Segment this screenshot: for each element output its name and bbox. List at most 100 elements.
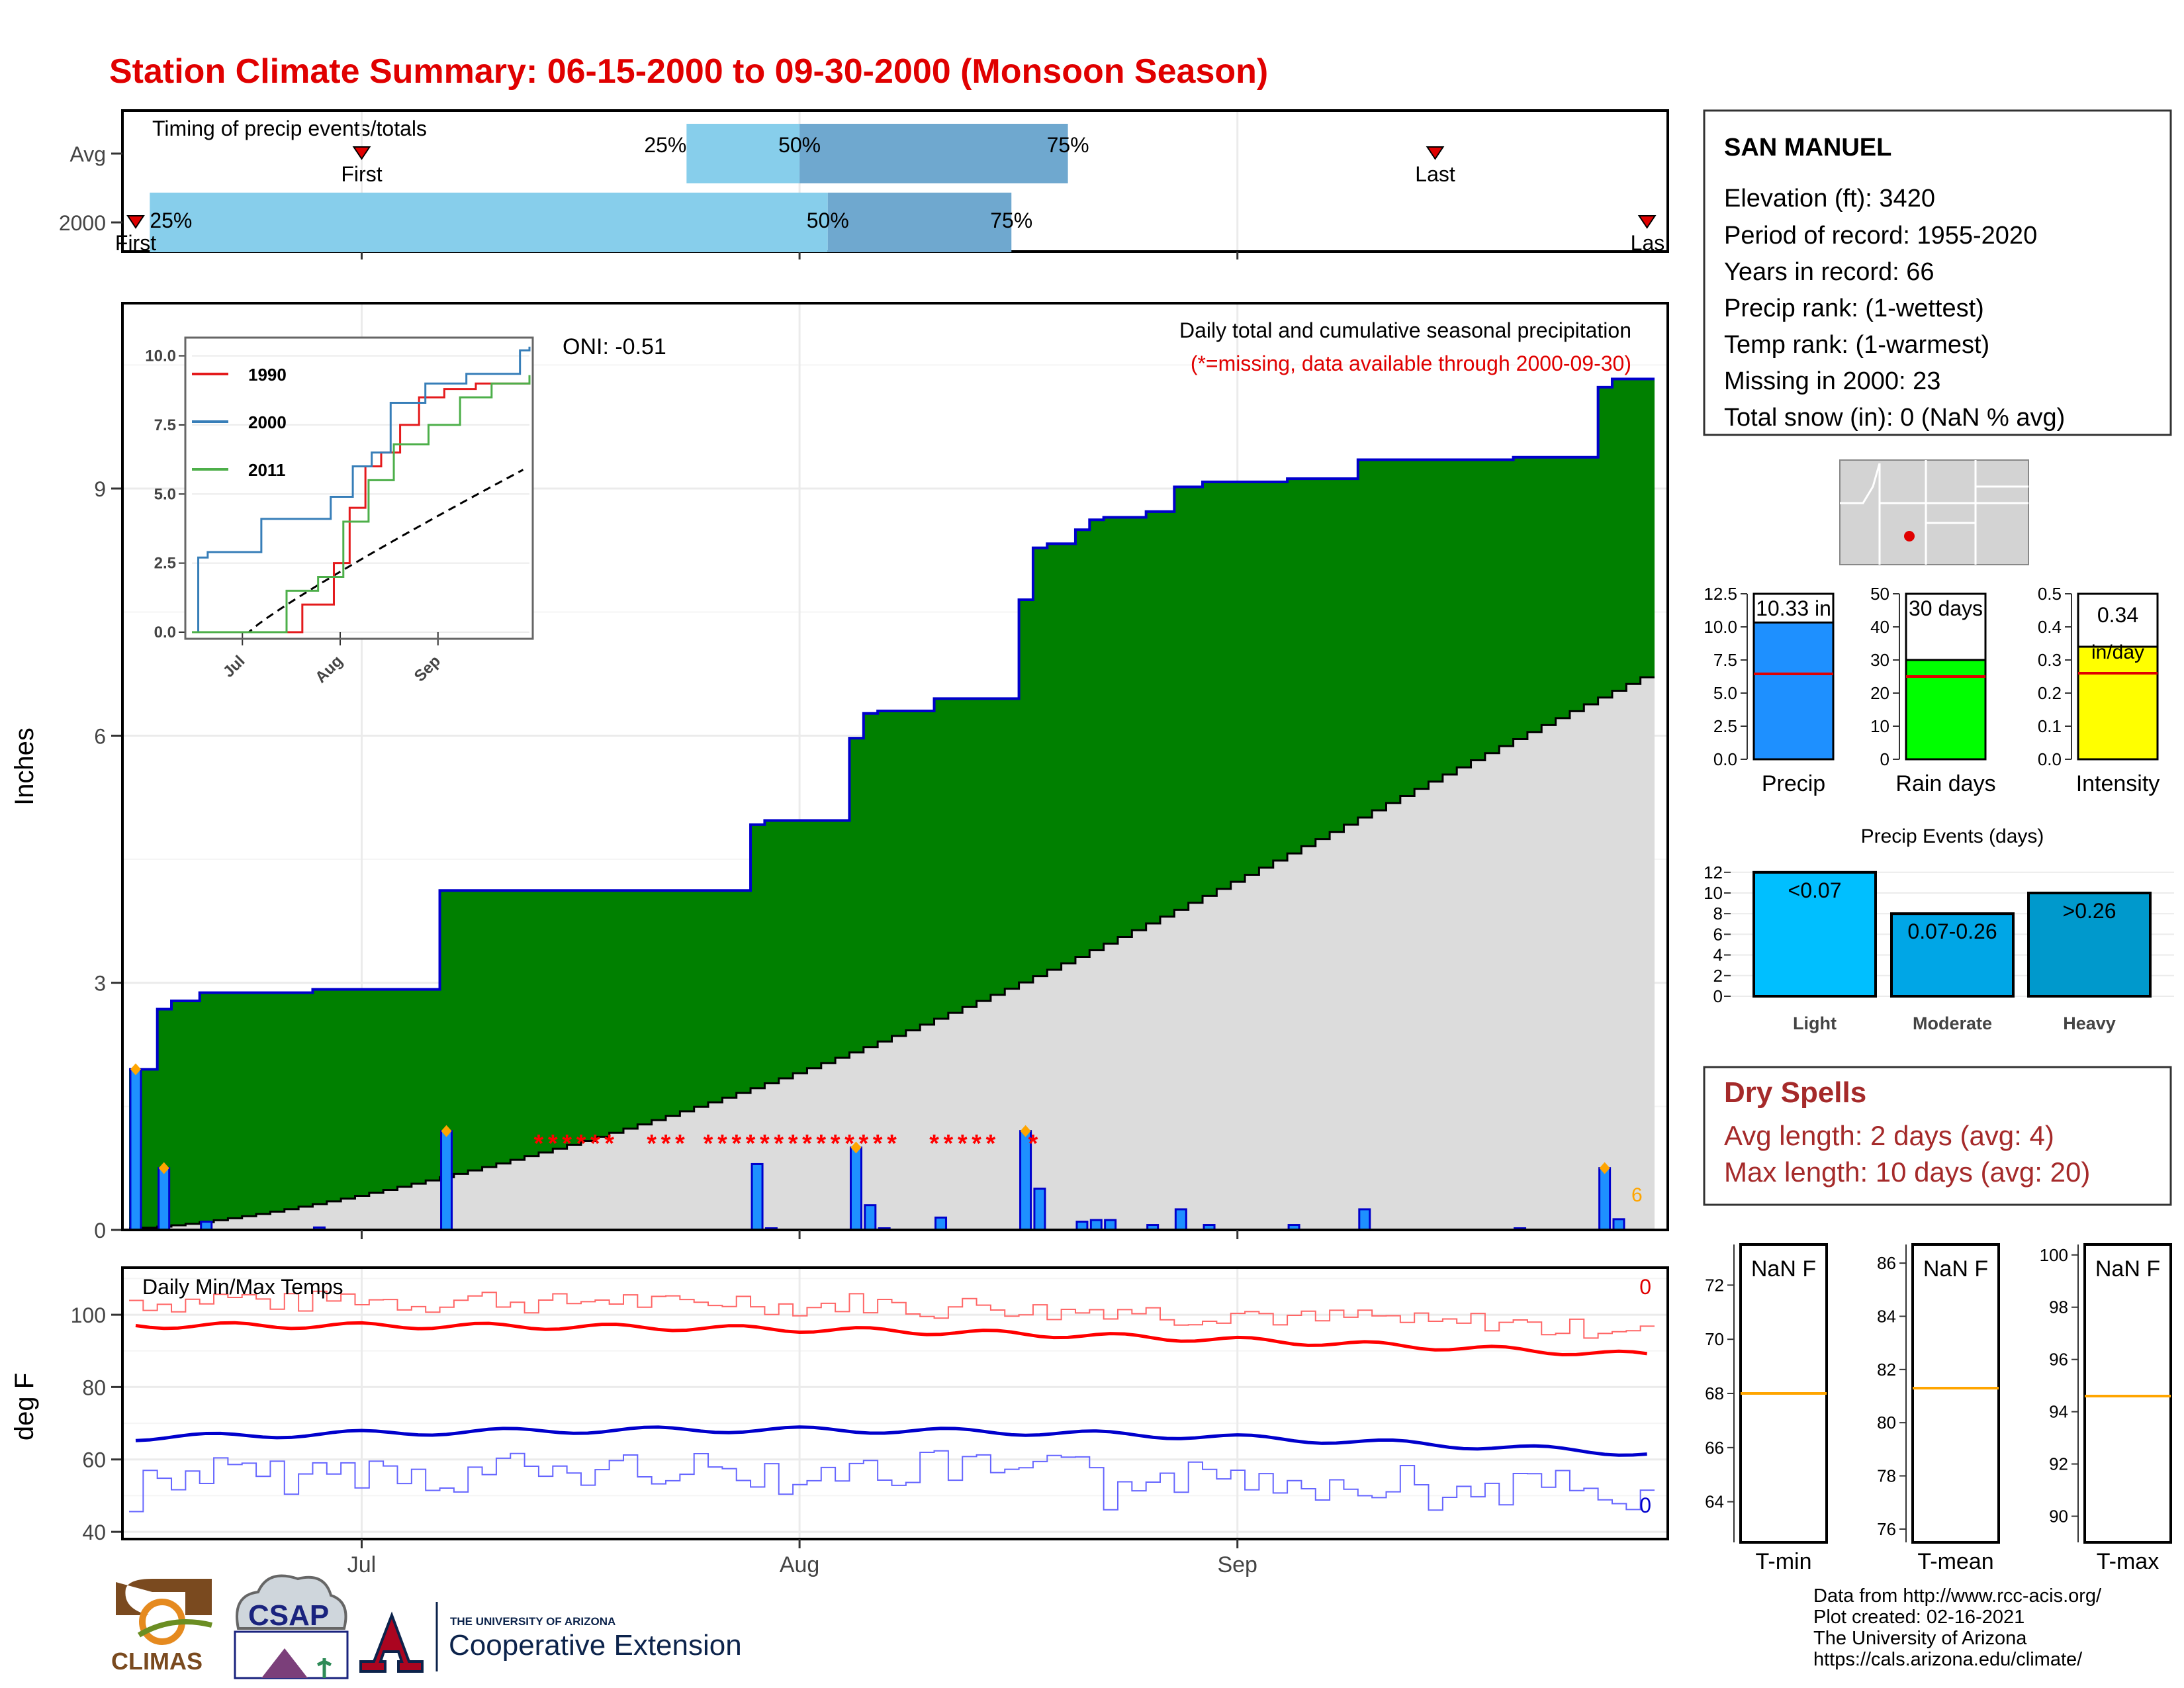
temp-ytick-label: 40	[82, 1521, 106, 1544]
date-axis-label: Aug	[780, 1552, 820, 1577]
heavy-event-marker	[441, 1125, 452, 1137]
events-ytick-label: 10	[1704, 883, 1723, 903]
tbox-ytick-label: 86	[1877, 1253, 1896, 1273]
missing-day-marker: *	[929, 1130, 939, 1158]
inset-ytick-label: 10.0	[145, 348, 176, 365]
events-ytick-label: 12	[1704, 863, 1723, 882]
missing-day-marker: *	[873, 1130, 883, 1158]
tbox-ytick-label: 72	[1705, 1275, 1724, 1295]
totals-ytick-label: 10.0	[1704, 617, 1737, 637]
daily-precip-bar	[751, 1162, 764, 1231]
precip-legend-title: Daily total and cumulative seasonal prec…	[1179, 318, 1631, 342]
station-info: SAN MANUEL Elevation (ft): 3420 Period o…	[1703, 109, 2172, 436]
tbox-ytick-label: 78	[1877, 1466, 1896, 1486]
csap-mountain	[261, 1648, 308, 1678]
totals-ytick-label: 50	[1870, 584, 1889, 604]
average-precip-area	[129, 677, 1655, 1230]
station-frame	[1703, 109, 2172, 436]
timing-bar-lower	[686, 124, 800, 183]
daily-precip-bar	[1104, 1219, 1117, 1231]
totals-ytick-label: 0.3	[2038, 650, 2062, 670]
tbox-ytick-label: 96	[2049, 1350, 2068, 1370]
missing-day-marker: *	[661, 1130, 671, 1158]
temp-ytick-label: 60	[82, 1448, 106, 1472]
totals-ytick-label: 5.0	[1713, 683, 1737, 703]
precip-frame	[121, 302, 1669, 1231]
dry-spells: Dry Spells Avg length: 2 days (avg: 4) M…	[1703, 1066, 2172, 1206]
inset-ytick-label: 7.5	[154, 416, 176, 434]
missing-day-marker: *	[788, 1130, 798, 1158]
totals-category-label: Precip	[1762, 771, 1825, 796]
missing-day-marker: *	[816, 1130, 826, 1158]
totals-ytick-label: 0.0	[2038, 749, 2062, 769]
totals-ytick-label: 0	[1880, 749, 1889, 769]
timing-row-label: Avg	[69, 142, 106, 166]
events-ytick-label: 0	[1713, 986, 1723, 1006]
tbox-ytick-label: 94	[2049, 1402, 2068, 1422]
events-ytick-label: 4	[1713, 945, 1723, 965]
dry-spells-avg: Avg length: 2 days (avg: 4)	[1724, 1120, 2054, 1151]
ua-logo: THE UNIVERSITY OF ARIZONA Cooperative Ex…	[359, 1602, 742, 1673]
season-totals-panel: 0.0 2.5 5.0 7.5 10.0 12.5 10.33 in Precip 0 10 20 3…	[1704, 584, 2160, 796]
missing-day-marker: *	[887, 1130, 897, 1158]
missing-day-marker: *	[576, 1130, 586, 1158]
precip-ytick-label: 9	[94, 477, 106, 501]
inset-ytick-label: 2.5	[154, 555, 176, 573]
missing-day-marker: *	[604, 1130, 614, 1158]
events-bar	[2027, 892, 2152, 998]
events-category-label: Heavy	[2063, 1013, 2116, 1033]
average-precip-line	[129, 676, 1655, 1230]
tbox-category-label: T-max	[2097, 1549, 2159, 1574]
inset-series-1990	[192, 377, 531, 633]
tbox-ytick-label: 80	[1877, 1413, 1896, 1432]
precip-ylabel: Inches	[10, 727, 39, 806]
inset-frame	[184, 336, 534, 640]
missing-day-marker: *	[943, 1130, 953, 1158]
ua-big-text: Cooperative Extension	[449, 1629, 742, 1662]
inset-legend-label: 1990	[248, 365, 287, 385]
temp-panel: 40 60 80 100 Daily Min/Max Temps deg F 0 0	[10, 1266, 1669, 1544]
totals-ytick-label: 7.5	[1713, 650, 1737, 670]
station-name: SAN MANUEL	[1724, 134, 1891, 162]
csap-wordmark: CSAP	[248, 1599, 329, 1632]
totals-bar	[1905, 659, 1987, 761]
climas-wordmark: CLIMAS	[111, 1648, 203, 1675]
dry-spells-frame	[1703, 1066, 2172, 1206]
tbox-value-label: NaN F	[1923, 1256, 1988, 1282]
timing-first-label: First	[115, 231, 156, 255]
tbox-ytick-label: 66	[1705, 1438, 1724, 1458]
timing-last-marker	[1637, 215, 1657, 229]
climas-swoosh	[137, 1619, 212, 1638]
timing-last-label: Last	[1415, 162, 1455, 186]
missing-day-marker: *	[590, 1130, 600, 1158]
station-temp-rank: Temp rank: (1-warmest)	[1724, 331, 1989, 359]
timing-first-label: First	[341, 162, 382, 186]
temp-ytick-label: 80	[82, 1376, 106, 1399]
missing-day-marker: *	[746, 1130, 756, 1158]
events-category-label: Light	[1793, 1013, 1837, 1033]
missing-day-marker: *	[958, 1130, 968, 1158]
totals-ytick-label: 0.0	[1713, 749, 1737, 769]
precip-ytick-label: 3	[94, 972, 106, 996]
timing-panel: Timing of precip events/totals Avg 25% 50%…	[59, 109, 1669, 259]
cumulative-precip-line	[129, 377, 1655, 1071]
date-axis-label: Sep	[1217, 1552, 1257, 1577]
tbox-ytick-label: 98	[2049, 1297, 2068, 1317]
inset-legend-label: 2000	[248, 412, 287, 432]
logos: CLIMAS CSAP THE UNIVERSITY OF ARIZONA Co…	[111, 1574, 742, 1679]
tbox-value-label: NaN F	[1751, 1256, 1816, 1282]
tbox-category-label: T-min	[1756, 1549, 1812, 1574]
inset-series-2000	[192, 346, 531, 633]
timing-first-marker	[352, 146, 371, 160]
daily-precip-bar	[849, 1147, 862, 1231]
station-snow: Total snow (in): 0 (NaN % avg)	[1724, 404, 2065, 432]
timing-row-label: 2000	[59, 211, 106, 235]
tbox-ytick-label: 84	[1877, 1306, 1896, 1326]
missing-day-marker: *	[534, 1130, 544, 1158]
heavy-event-marker	[850, 1141, 862, 1154]
daily-precip-bar	[158, 1167, 171, 1231]
daily-precip-bar	[1033, 1188, 1046, 1231]
temp-title: Daily Min/Max Temps	[142, 1275, 343, 1299]
